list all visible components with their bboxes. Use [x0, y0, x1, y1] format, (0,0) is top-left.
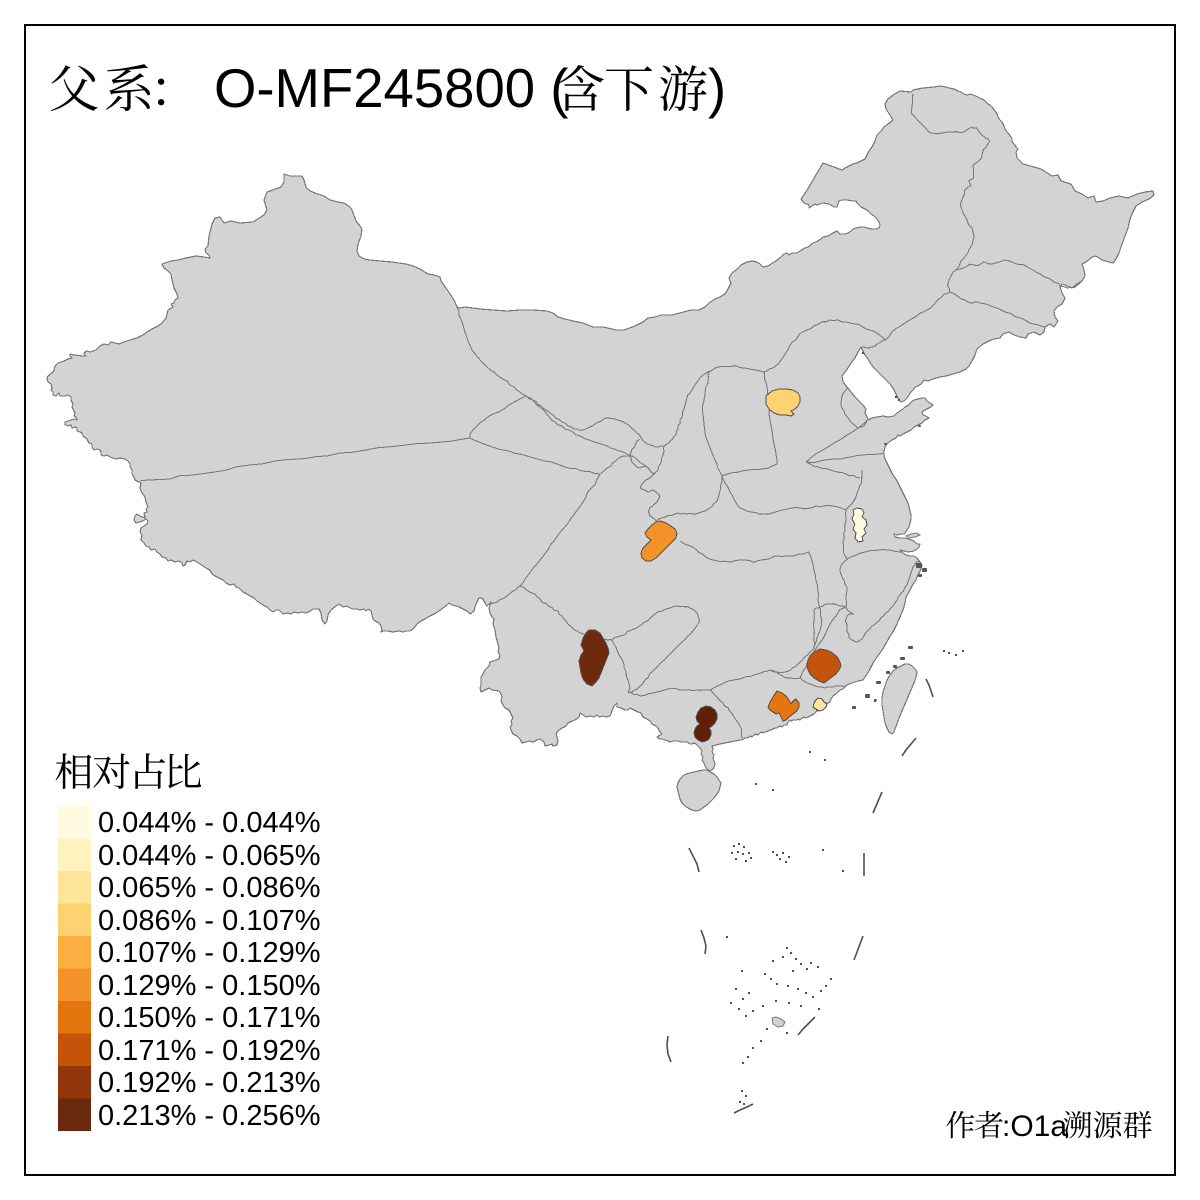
svg-text::O1a: :O1a — [1002, 1110, 1067, 1143]
svg-text:0.150% - 0.171%: 0.150% - 0.171% — [98, 1002, 320, 1034]
svg-text:0.086% - 0.107%: 0.086% - 0.107% — [98, 905, 320, 937]
svg-text:0.065% - 0.086%: 0.065% - 0.086% — [98, 872, 320, 904]
svg-text:0.213% - 0.256%: 0.213% - 0.256% — [98, 1100, 320, 1132]
svg-text:0.171% - 0.192%: 0.171% - 0.192% — [98, 1035, 320, 1067]
svg-text:0.129% - 0.150%: 0.129% - 0.150% — [98, 970, 320, 1002]
svg-text:): ) — [708, 58, 726, 119]
svg-text:0.192% - 0.213%: 0.192% - 0.213% — [98, 1067, 320, 1099]
svg-text:0.044% - 0.044%: 0.044% - 0.044% — [98, 807, 320, 839]
svg-text:O-MF245800 (: O-MF245800 ( — [214, 58, 568, 119]
svg-text:0.107% - 0.129%: 0.107% - 0.129% — [98, 937, 320, 969]
svg-text:0.044% - 0.065%: 0.044% - 0.065% — [98, 840, 320, 872]
